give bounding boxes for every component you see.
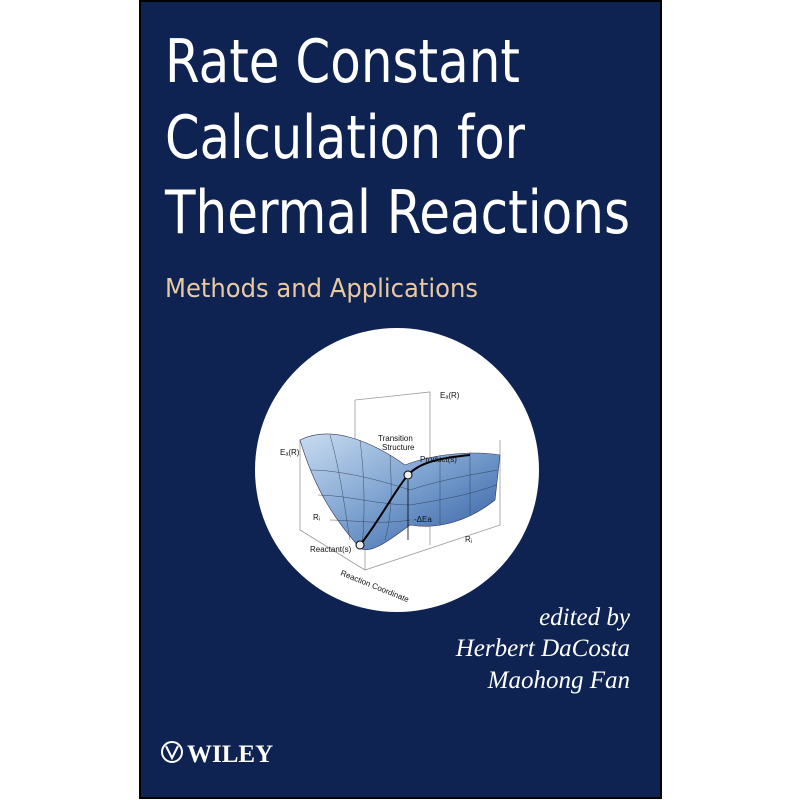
annotation: Product(s) bbox=[420, 455, 457, 464]
annotation: Reactant(s) bbox=[310, 545, 352, 554]
subtitle: Methods and Applications bbox=[165, 274, 478, 304]
publisher-logo: WILEY bbox=[161, 741, 273, 768]
annotation: Structure bbox=[382, 443, 415, 452]
editors-intro: edited by bbox=[539, 604, 631, 631]
editor: Maohong Fan bbox=[487, 667, 630, 694]
title-line: Thermal Reactions bbox=[164, 178, 630, 248]
axis-label: Rⱼ bbox=[465, 535, 472, 544]
title-line: Calculation for bbox=[165, 103, 525, 173]
axis-label: Eₐ(R) bbox=[280, 448, 300, 457]
transition-point bbox=[403, 470, 413, 480]
title-line: Rate Constant bbox=[165, 27, 520, 97]
reactant-point bbox=[355, 540, 365, 550]
axis-label: Rᵢ bbox=[313, 513, 320, 522]
annotation: -ΔEa bbox=[414, 515, 432, 524]
publisher: WILEY bbox=[187, 741, 273, 768]
annotation: Transition bbox=[378, 434, 413, 443]
editor: Herbert DaCosta bbox=[455, 635, 630, 662]
axis-label: Eₐ(R) bbox=[440, 391, 460, 400]
figure: Eₐ(R) Eₐ(R) Transition Structure Product… bbox=[255, 328, 539, 612]
